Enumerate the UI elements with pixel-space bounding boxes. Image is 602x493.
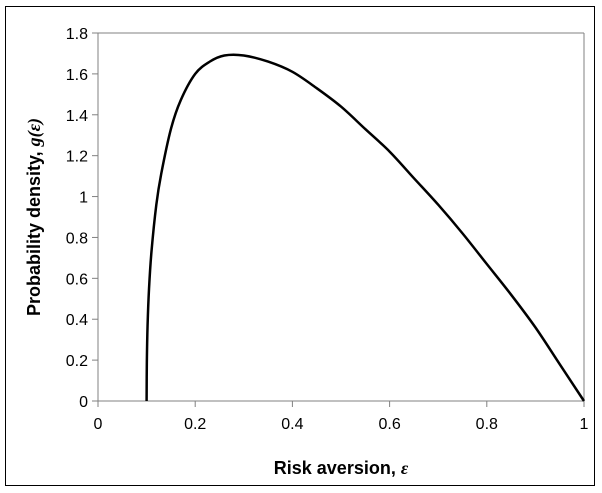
y-tick-label: 1.8: [66, 26, 88, 43]
y-tick-label: 0.8: [66, 230, 88, 247]
plot-area: [97, 32, 585, 402]
series-layer: [145, 53, 586, 402]
x-axis-title: Risk aversion, ε: [274, 458, 409, 478]
x-tick-label: 0.2: [184, 416, 206, 433]
y-axis-title-symbol: g(ε): [24, 118, 45, 147]
y-tick-label: 1.6: [66, 67, 88, 84]
series-line-0: [145, 53, 586, 402]
y-tick-label: 1.4: [66, 108, 88, 125]
y-tick-label: 0.6: [66, 271, 88, 288]
y-axis-title: Probability density, g(ε): [24, 118, 45, 316]
x-axis-title-symbol: ε: [401, 458, 409, 478]
x-tick-label: 0.8: [476, 416, 498, 433]
axis-ticks: [92, 32, 585, 407]
y-tick-label: 1: [79, 190, 88, 207]
x-axis-title-text: Risk aversion,: [274, 458, 401, 478]
x-tick-label: 0: [94, 416, 103, 433]
x-tick-label: 0.6: [378, 416, 400, 433]
chart-frame: [5, 6, 595, 486]
y-tick-label: 0: [79, 394, 88, 411]
y-axis-title-text: Probability density,: [24, 146, 44, 316]
y-tick-label: 0.2: [66, 353, 88, 370]
y-tick-label: 0.4: [66, 312, 88, 329]
axis-tick-labels: 0 0.2 0.4 0.6 0.8 1 1.2 1.4 1.6 1.8 0 0.2 0.4 0.6 0.8 1: [66, 26, 589, 433]
x-tick-label: 0.4: [281, 416, 303, 433]
y-tick-label: 1.2: [66, 149, 88, 166]
x-tick-label: 1: [580, 416, 589, 433]
